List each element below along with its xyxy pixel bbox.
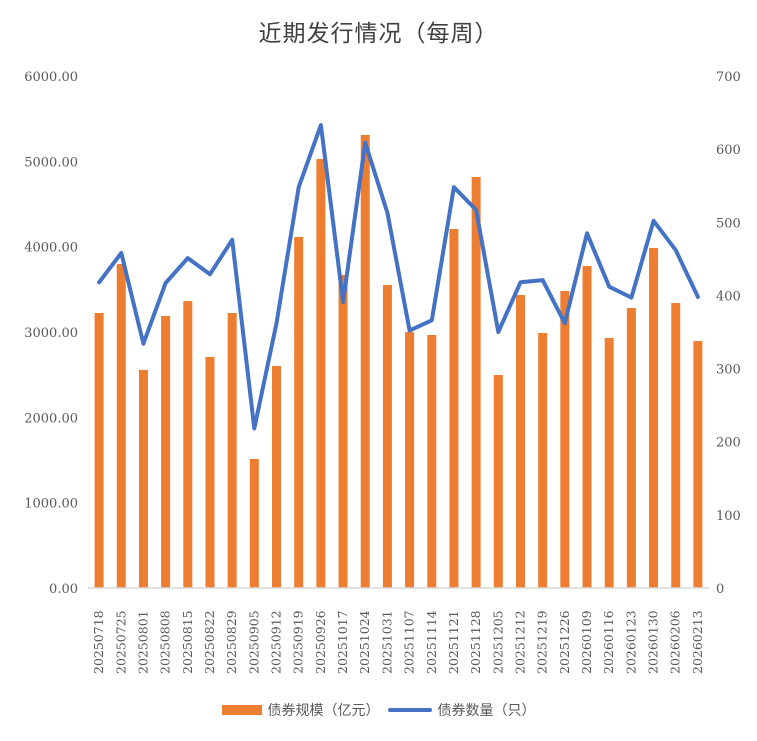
legend: 债券规模（亿元） 债券数量（只） — [0, 700, 757, 720]
x-axis-tick-label: 20251031 — [379, 610, 394, 674]
bar — [693, 341, 703, 588]
right-axis-tick-label: 300 — [716, 363, 741, 378]
bar — [427, 334, 437, 588]
bar — [582, 265, 592, 588]
right-axis-tick-label: 500 — [716, 216, 741, 231]
x-axis-tick-label: 20251128 — [468, 610, 483, 674]
x-axis-tick-label: 20250926 — [313, 610, 328, 674]
bar — [183, 301, 193, 588]
left-axis-tick-label: 2000.00 — [24, 411, 78, 426]
bar — [671, 302, 681, 588]
bar — [138, 369, 148, 588]
x-axis-tick-label: 20251121 — [446, 610, 461, 674]
bar — [382, 284, 392, 588]
bar — [205, 357, 215, 588]
x-axis-tick-label: 20260109 — [579, 610, 594, 674]
x-axis-tick-label: 20251017 — [335, 610, 350, 674]
legend-item-bar[interactable]: 债券规模（亿元） — [221, 700, 380, 720]
bar — [649, 248, 659, 589]
bar — [493, 375, 503, 588]
left-axis-ticks: 0.00 1000.00 2000.00 3000.00 4000.00 5000.00 6… — [24, 70, 78, 597]
left-axis-tick-label: 3000.00 — [24, 326, 78, 341]
x-axis-tick-label: 20251024 — [357, 610, 372, 674]
bar — [449, 229, 459, 588]
right-axis-tick-label: 100 — [716, 509, 741, 524]
legend-bar-label: 债券规模（亿元） — [267, 703, 380, 719]
x-axis-tick-label: 20251114 — [424, 610, 439, 674]
x-axis-tick-label: 20250808 — [158, 610, 173, 674]
x-axis-tick-label: 20251107 — [402, 610, 417, 674]
x-axis-tick-label: 20250815 — [180, 610, 195, 674]
right-axis-tick-label: 600 — [716, 143, 741, 158]
bar-series — [94, 134, 703, 589]
bar — [515, 294, 525, 588]
x-axis-ticks: 20250718 20250725 20250801 20250808 20250815… — [91, 610, 705, 674]
combo-chart: 0.00 1000.00 2000.00 3000.00 4000.00 5000.00 6… — [24, 70, 741, 674]
left-axis-tick-label: 4000.00 — [24, 241, 78, 256]
right-axis-tick-label: 400 — [716, 289, 741, 304]
x-axis-tick-label: 20251219 — [535, 610, 550, 674]
x-axis-tick-label: 20250912 — [269, 610, 284, 674]
x-axis-tick-label: 20251226 — [557, 610, 572, 674]
x-axis-tick-label: 20250801 — [135, 610, 150, 674]
left-axis-tick-label: 0.00 — [49, 582, 78, 597]
x-axis-tick-label: 20260116 — [601, 610, 616, 674]
bar — [471, 176, 481, 588]
bar — [161, 315, 171, 588]
x-axis-tick-label: 20251212 — [513, 610, 528, 674]
legend-item-line[interactable]: 债券数量（只） — [387, 700, 536, 720]
bar — [560, 290, 570, 588]
x-axis-tick-label: 20260206 — [668, 610, 683, 674]
x-axis-tick-label: 20260130 — [646, 610, 661, 674]
bar — [360, 134, 370, 588]
bar — [116, 263, 126, 588]
legend-line-label: 债券数量（只） — [437, 703, 536, 719]
x-axis-tick-label: 20260123 — [623, 610, 638, 674]
bar — [338, 274, 348, 588]
bar — [294, 237, 304, 589]
left-axis-tick-label: 6000.00 — [24, 70, 78, 85]
right-axis-tick-label: 0 — [716, 582, 724, 597]
chart-title: 近期发行情况（每周） — [258, 21, 499, 47]
x-axis-tick-label: 20250718 — [91, 610, 106, 674]
line-swatch-icon — [387, 708, 432, 712]
bar — [249, 458, 259, 588]
x-axis-tick-label: 20251205 — [490, 610, 505, 674]
left-axis-tick-label: 1000.00 — [24, 497, 78, 512]
x-axis-tick-label: 20250822 — [202, 610, 217, 674]
bar — [626, 308, 636, 588]
bar — [227, 312, 237, 588]
bar-swatch-icon — [221, 705, 262, 715]
right-axis-tick-label: 200 — [716, 436, 741, 451]
bar — [272, 365, 282, 588]
right-axis-tick-label: 700 — [716, 70, 741, 85]
bar — [94, 312, 104, 588]
bar — [538, 333, 548, 588]
x-axis-tick-label: 20250905 — [246, 610, 261, 674]
bar — [316, 159, 326, 588]
x-axis-tick-label: 20260213 — [690, 610, 705, 674]
bar — [405, 332, 415, 588]
left-axis-tick-label: 5000.00 — [24, 155, 78, 170]
x-axis-tick-label: 20250725 — [113, 610, 128, 674]
x-axis-tick-label: 20250829 — [224, 610, 239, 674]
x-axis-tick-label: 20250919 — [291, 610, 306, 674]
bar — [604, 337, 614, 588]
right-axis-ticks: 0 100 200 300 400 500 600 700 — [716, 70, 741, 597]
line-series — [97, 123, 700, 431]
